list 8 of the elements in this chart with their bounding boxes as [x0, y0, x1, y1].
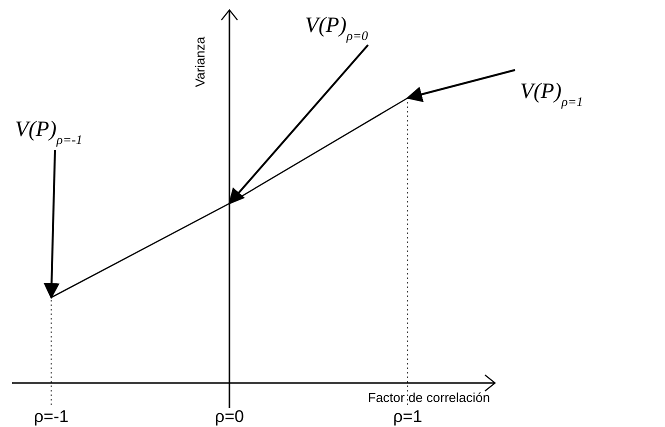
x-axis-title: Factor de correlación: [368, 390, 490, 405]
x-tick-label: ρ=1: [393, 407, 422, 426]
annotation: V(P)$_{ρ=-1}$: [15, 116, 82, 146]
y-axis-title: Varianza: [192, 36, 208, 88]
annotation: V(P)$_{ρ=1}$: [520, 78, 584, 108]
x-tick-label: ρ=-1: [34, 407, 69, 426]
annotation: V(P)$_{ρ=0}$: [305, 12, 369, 42]
x-tick-label: ρ=0: [214, 407, 244, 426]
